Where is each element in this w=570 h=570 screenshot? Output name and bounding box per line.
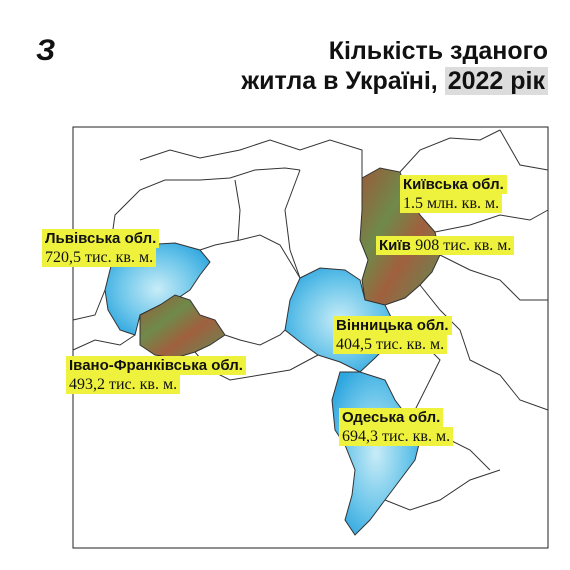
region-value: 493,2 тис. кв. м. [66,375,181,394]
region-value: 1.5 млн. кв. м. [400,194,503,213]
region-name: Київ [379,237,411,254]
region-value: 694,3 тис. кв. м. [339,427,454,446]
logo: З [36,34,56,67]
region-label: Вінницька обл. 404,5 тис. кв. м. [333,316,452,354]
label-box: Київ 908 тис. кв. м. [376,236,515,255]
region-label: Київ 908 тис. кв. м. [376,236,515,255]
region-name: Київська обл. [400,175,507,194]
region-name: Львівська обл. [42,229,160,248]
region-odesa [331,371,421,536]
region-value: 404,5 тис. кв. м. [333,335,448,354]
region-name: Одеська обл. [339,408,444,427]
region-label: Львівська обл. 720,5 тис. кв. м. [42,229,160,267]
title-line: житла в Україні, 2022 рік [241,66,548,96]
title-line: Кількість зданого [328,37,548,65]
region-name: Івано-Франківська обл. [66,356,246,375]
map-frame [72,126,549,549]
title-text: житла в Україні, [241,67,438,95]
title-highlight: 2022 рік [444,67,548,95]
region-ivano-frankivsk [139,294,226,359]
region-value: 720,5 тис. кв. м. [42,248,157,267]
region-value: 908 тис. кв. м. [415,237,512,254]
region-name: Вінницька обл. [333,316,452,335]
region-label: Івано-Франківська обл. 493,2 тис. кв. м. [66,356,246,394]
region-label: Київська обл. 1.5 млн. кв. м. [400,175,507,213]
region-label: Одеська обл. 694,3 тис. кв. м. [339,408,454,446]
